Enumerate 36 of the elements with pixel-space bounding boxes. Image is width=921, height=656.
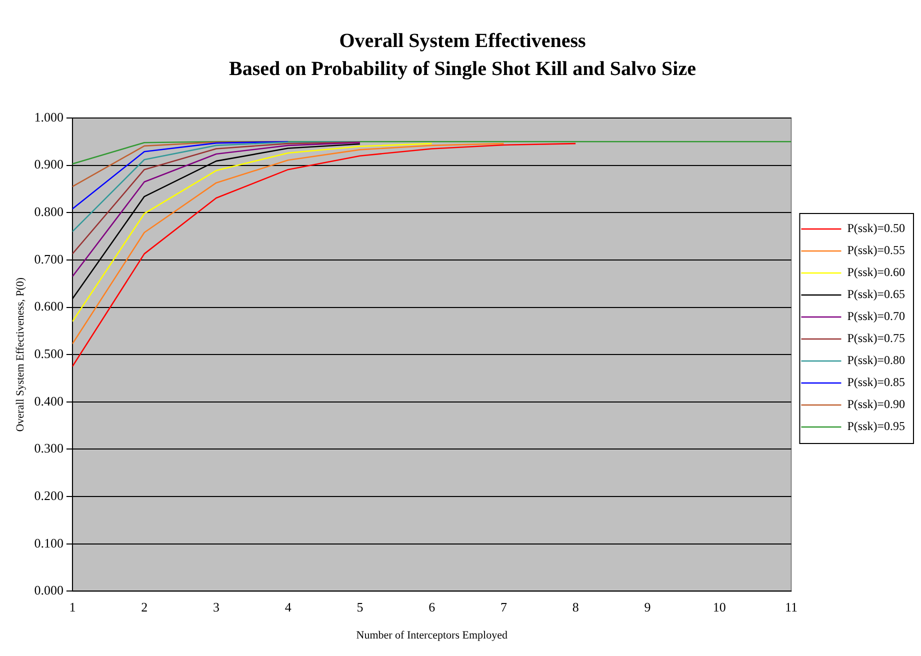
- y-tick-label: 1.000: [34, 109, 64, 124]
- y-tick-label: 0.100: [34, 535, 64, 550]
- x-tick-label: 2: [141, 599, 148, 614]
- y-tick-label: 0.700: [34, 251, 64, 266]
- x-tick-label: 9: [644, 599, 651, 614]
- chart-title: Overall System Effectiveness: [339, 30, 586, 52]
- x-tick-label: 11: [784, 599, 798, 614]
- y-tick-label: 0.800: [34, 204, 64, 220]
- legend-label: P(ssk)=0.70: [847, 309, 906, 324]
- y-tick-label: 0.600: [34, 298, 64, 314]
- x-tick-label: 1: [69, 599, 76, 614]
- x-tick-label: 5: [356, 599, 364, 614]
- legend-label: P(ssk)=0.65: [847, 287, 906, 302]
- legend-label: P(ssk)=0.80: [847, 353, 906, 368]
- y-tick-label: 0.400: [34, 393, 64, 408]
- y-axis-title: Overall System Effectiveness, P(0): [14, 277, 26, 432]
- x-tick-label: 8: [572, 599, 579, 614]
- x-tick-label: 4: [284, 599, 292, 614]
- x-tick-label: 6: [428, 599, 436, 614]
- legend-label: P(ssk)=0.75: [847, 331, 906, 346]
- y-tick-label: 0.000: [34, 582, 64, 598]
- x-tick-label: 10: [712, 599, 726, 614]
- chart-subtitle: Based on Probability of Single Shot Kill and Salvo Size: [229, 58, 696, 80]
- legend-label: P(ssk)=0.50: [847, 221, 906, 236]
- legend-label: P(ssk)=0.85: [847, 375, 906, 390]
- x-tick-label: 7: [500, 599, 508, 614]
- y-tick-label: 0.500: [34, 346, 64, 362]
- legend-label: P(ssk)=0.55: [847, 243, 906, 258]
- y-tick-label: 0.200: [34, 488, 64, 503]
- legend-label: P(ssk)=0.60: [847, 265, 906, 280]
- x-axis-title: Number of Interceptors Employed: [356, 629, 508, 642]
- y-tick-label: 0.300: [34, 440, 64, 456]
- legend-label: P(ssk)=0.90: [847, 397, 906, 412]
- legend-label: P(ssk)=0.95: [847, 419, 906, 434]
- y-tick-label: 0.900: [34, 156, 64, 172]
- x-tick-label: 3: [212, 599, 220, 614]
